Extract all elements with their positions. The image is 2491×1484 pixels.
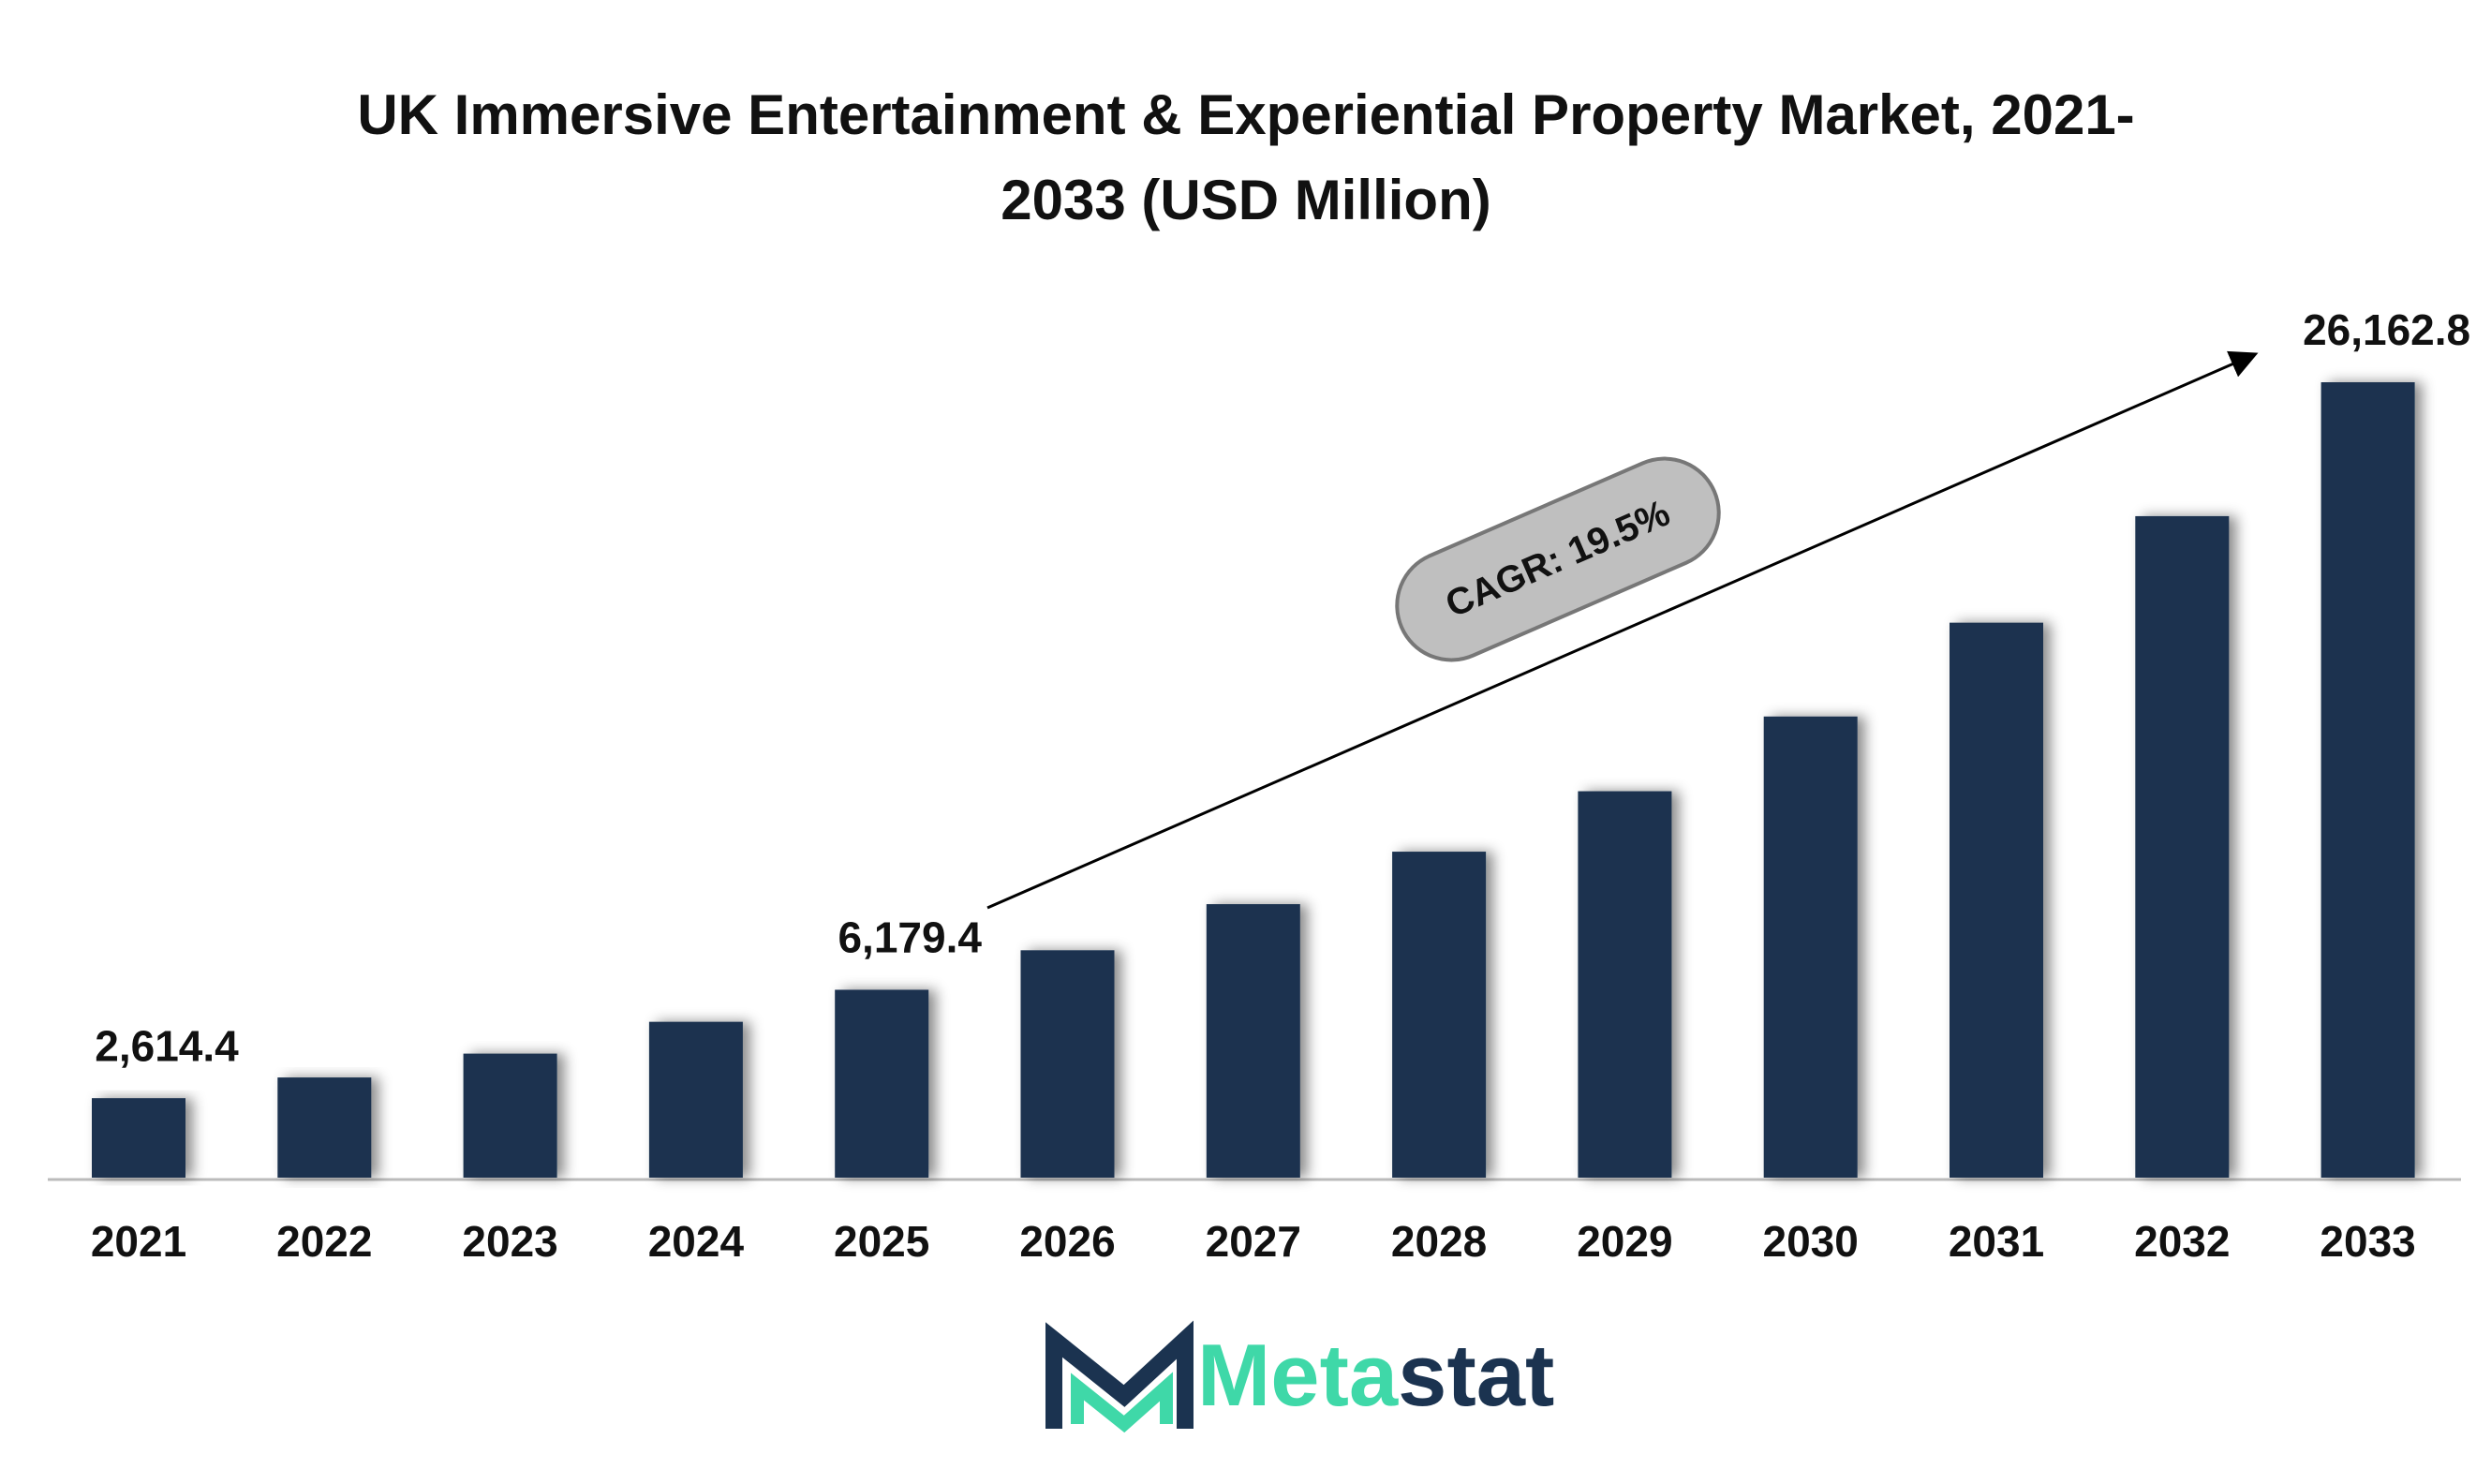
bar: [2135, 515, 2230, 1178]
badge-pill: [1395, 456, 1721, 662]
x-tick-label: 2025: [834, 1217, 929, 1266]
bar: [835, 989, 929, 1178]
x-tick-label: 2032: [2134, 1217, 2230, 1266]
bar: [463, 1053, 557, 1178]
x-tick-label: 2033: [2320, 1217, 2415, 1266]
x-tick-label: 2028: [1391, 1217, 1487, 1266]
x-tick-label: 2026: [1019, 1217, 1115, 1266]
x-tick-label: 2021: [91, 1217, 186, 1266]
bar: [1578, 791, 1672, 1178]
bar: [1950, 622, 2043, 1178]
bar: [277, 1077, 372, 1178]
chart-title: 2033 (USD Million): [1001, 169, 1490, 231]
logo: Metastat: [1045, 1320, 1554, 1433]
brand-part: Meta: [1197, 1326, 1399, 1424]
x-tick-label: 2027: [1206, 1217, 1301, 1266]
x-tick-label: 2024: [648, 1217, 745, 1266]
bar: [1020, 950, 1115, 1178]
value-label: 6,179.4: [838, 913, 982, 962]
bar: [648, 1021, 743, 1178]
logo-icon: [1045, 1320, 1194, 1429]
cagr-badge: CAGR: 19.5%: [1395, 456, 1721, 662]
x-tick-label: 2029: [1577, 1217, 1672, 1266]
trend-arrow: [986, 350, 2259, 910]
bar: [92, 1098, 185, 1178]
x-tick-label: 2023: [462, 1217, 557, 1266]
x-tick-label: 2022: [276, 1217, 372, 1266]
logo-icon-accent: [1071, 1372, 1173, 1433]
x-tick-label: 2031: [1949, 1217, 2044, 1266]
value-label: 26,162.8: [2303, 305, 2470, 354]
chart-title: UK Immersive Entertainment & Experientia…: [357, 83, 2134, 146]
x-tick-label: 2030: [1763, 1217, 1859, 1266]
bar: [1763, 716, 1858, 1178]
bar: [1392, 852, 1487, 1178]
brand-part: stat: [1398, 1326, 1554, 1424]
bar: [1206, 904, 1300, 1178]
brand: Metastat: [1197, 1326, 1554, 1424]
value-label: 2,614.4: [95, 1021, 239, 1070]
bar: [2320, 382, 2415, 1178]
